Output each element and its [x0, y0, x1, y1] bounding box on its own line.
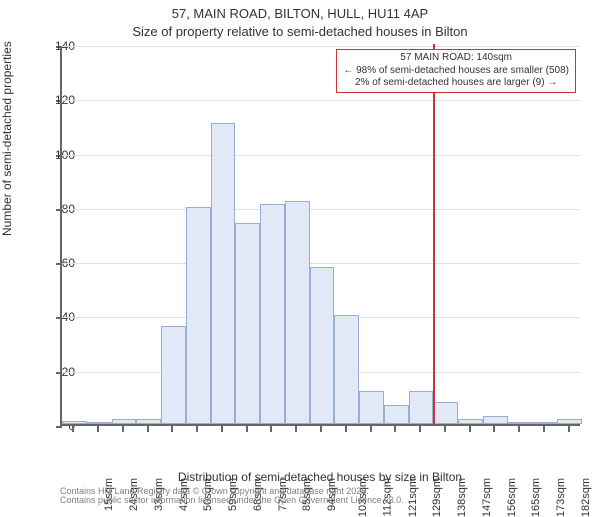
histogram-bar — [235, 223, 260, 424]
x-tick-mark — [345, 426, 347, 432]
x-tick-mark — [370, 426, 372, 432]
histogram-bar — [359, 391, 384, 424]
x-tick-mark — [72, 426, 74, 432]
x-tick-mark — [122, 426, 124, 432]
histogram-plot: 57 MAIN ROAD: 140sqm← 98% of semi-detach… — [60, 46, 580, 426]
x-tick-mark — [171, 426, 173, 432]
x-tick-mark — [147, 426, 149, 432]
histogram-bar — [458, 419, 483, 424]
histogram-bar — [112, 419, 137, 424]
histogram-bar — [508, 422, 533, 424]
x-tick-label: 182sqm — [580, 478, 592, 517]
footer-line2: Contains public sector information licen… — [60, 495, 404, 505]
x-tick-mark — [221, 426, 223, 432]
y-axis-title: Number of semi-detached properties — [0, 41, 14, 236]
callout-box: 57 MAIN ROAD: 140sqm← 98% of semi-detach… — [336, 49, 576, 93]
x-tick-mark — [493, 426, 495, 432]
x-tick-mark — [196, 426, 198, 432]
histogram-bar — [136, 419, 161, 424]
marker-line — [433, 44, 435, 424]
x-tick-mark — [469, 426, 471, 432]
histogram-bar — [433, 402, 458, 424]
histogram-bar — [161, 326, 186, 424]
chart-title-line2: Size of property relative to semi-detach… — [0, 24, 600, 39]
histogram-bar — [409, 391, 434, 424]
gridline — [62, 100, 580, 101]
x-tick-mark — [246, 426, 248, 432]
histogram-bar — [384, 405, 409, 424]
callout-line-0: 57 MAIN ROAD: 140sqm — [343, 52, 569, 65]
gridline — [62, 155, 580, 156]
x-axis-title: Distribution of semi-detached houses by … — [60, 470, 580, 484]
x-tick-mark — [518, 426, 520, 432]
x-tick-mark — [97, 426, 99, 432]
x-tick-mark — [444, 426, 446, 432]
x-tick-mark — [394, 426, 396, 432]
histogram-bar — [260, 204, 285, 424]
chart-container: 57, MAIN ROAD, BILTON, HULL, HU11 4AP Si… — [0, 0, 600, 500]
histogram-bar — [211, 123, 236, 424]
x-tick-mark — [270, 426, 272, 432]
histogram-bar — [285, 201, 310, 424]
x-tick-mark — [568, 426, 570, 432]
x-tick-mark — [419, 426, 421, 432]
histogram-bar — [483, 416, 508, 424]
histogram-bar — [532, 422, 557, 424]
callout-line-2: 2% of semi-detached houses are larger (9… — [343, 77, 569, 90]
histogram-bar — [186, 207, 211, 424]
gridline — [62, 263, 580, 264]
histogram-bar — [334, 315, 359, 424]
histogram-bar — [62, 421, 87, 424]
gridline — [62, 46, 580, 47]
gridline — [62, 209, 580, 210]
callout-line-1: ← 98% of semi-detached houses are smalle… — [343, 65, 569, 78]
histogram-bar — [557, 419, 582, 424]
x-tick-mark — [543, 426, 545, 432]
histogram-bar — [310, 267, 335, 424]
histogram-bar — [87, 422, 112, 424]
x-tick-mark — [320, 426, 322, 432]
chart-title-line1: 57, MAIN ROAD, BILTON, HULL, HU11 4AP — [0, 6, 600, 21]
x-tick-mark — [295, 426, 297, 432]
